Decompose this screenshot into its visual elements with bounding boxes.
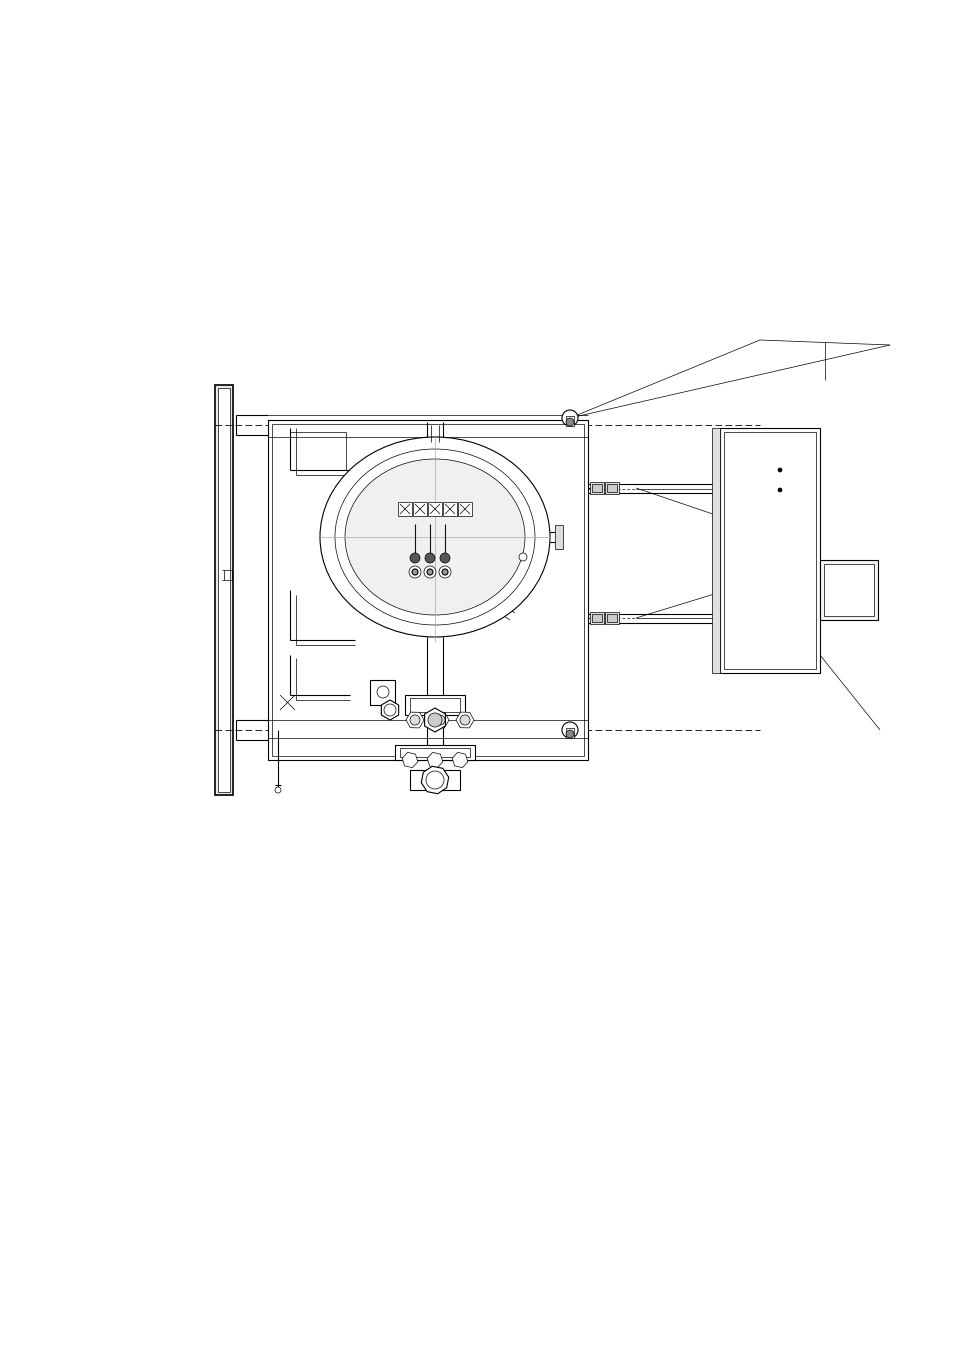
Bar: [592, 613, 601, 621]
Circle shape: [410, 553, 419, 563]
Ellipse shape: [345, 459, 524, 615]
Circle shape: [565, 417, 574, 426]
Circle shape: [410, 715, 419, 725]
Circle shape: [778, 467, 781, 471]
Circle shape: [565, 730, 574, 738]
Bar: [592, 484, 601, 492]
Bar: [823, 563, 873, 616]
Bar: [428, 503, 441, 516]
Bar: [589, 612, 603, 624]
Circle shape: [435, 715, 444, 725]
Circle shape: [438, 566, 451, 578]
Bar: [442, 503, 456, 516]
Bar: [413, 503, 427, 516]
Circle shape: [439, 553, 450, 563]
Circle shape: [428, 713, 441, 727]
Bar: [565, 728, 574, 738]
Bar: [410, 698, 459, 712]
Circle shape: [459, 715, 470, 725]
Bar: [589, 482, 603, 494]
Circle shape: [518, 553, 526, 561]
Bar: [820, 561, 877, 620]
Ellipse shape: [319, 436, 550, 638]
Bar: [399, 748, 470, 757]
Circle shape: [441, 569, 448, 576]
Bar: [565, 416, 574, 426]
Bar: [457, 503, 472, 516]
Bar: [405, 694, 464, 715]
Bar: [606, 613, 617, 621]
Bar: [723, 432, 815, 669]
Bar: [370, 680, 395, 705]
Bar: [218, 388, 230, 792]
Ellipse shape: [335, 449, 535, 626]
Circle shape: [561, 721, 578, 738]
Bar: [711, 428, 720, 673]
Circle shape: [274, 788, 281, 793]
Bar: [214, 385, 233, 794]
Circle shape: [376, 686, 389, 698]
Bar: [395, 744, 475, 761]
Circle shape: [409, 566, 420, 578]
Bar: [555, 526, 562, 549]
Bar: [720, 428, 820, 673]
Bar: [397, 503, 412, 516]
Circle shape: [426, 771, 443, 789]
Bar: [272, 424, 583, 757]
Circle shape: [424, 553, 435, 563]
Circle shape: [427, 569, 433, 576]
Circle shape: [561, 409, 578, 426]
Bar: [604, 482, 618, 494]
Circle shape: [412, 569, 417, 576]
Bar: [410, 770, 459, 790]
Circle shape: [384, 704, 395, 716]
Bar: [606, 484, 617, 492]
Bar: [604, 612, 618, 624]
Circle shape: [423, 566, 436, 578]
Bar: [268, 420, 587, 761]
Circle shape: [778, 488, 781, 492]
